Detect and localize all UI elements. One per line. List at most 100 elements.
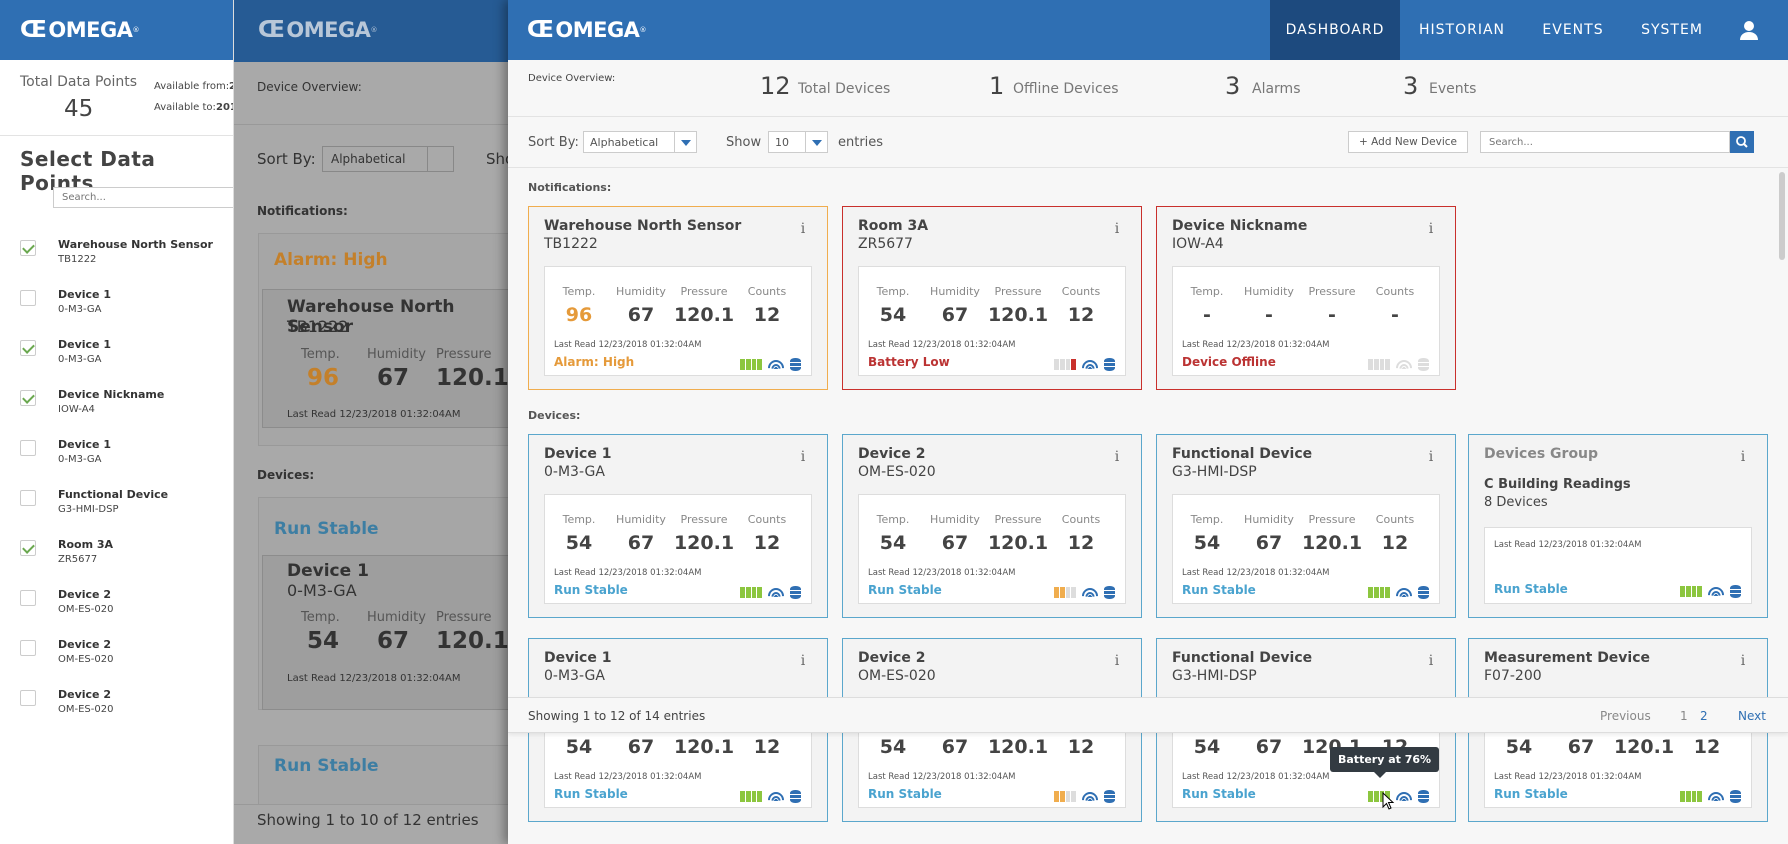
info-icon[interactable]: i: [1428, 653, 1434, 669]
battery-icon[interactable]: [1054, 359, 1076, 370]
page-2-button[interactable]: 2: [1700, 709, 1708, 723]
reading-value: 54: [879, 304, 907, 326]
device-card[interactable]: Device 1 0-M3-GA i Temp. 54 Humidity 67 Pressur…: [528, 434, 828, 618]
reading-label: Pressure: [1308, 513, 1356, 526]
battery-icon[interactable]: [1054, 587, 1076, 598]
reading-column: Counts 12: [1049, 285, 1113, 326]
device-search-input[interactable]: [1480, 131, 1730, 153]
data-points-search-input[interactable]: [53, 187, 233, 208]
status-icons: [1054, 790, 1115, 803]
info-icon[interactable]: i: [1428, 449, 1434, 465]
data-point-item[interactable]: Room 3A ZR5677: [20, 538, 230, 584]
reading-value: 67: [627, 532, 655, 554]
previous-button[interactable]: Previous: [1600, 709, 1651, 723]
readings-box: Temp. 54 Humidity 67 Pressure 120.1 Counts 12 La…: [1172, 494, 1440, 604]
data-point-checkbox[interactable]: [20, 540, 36, 556]
data-point-checkbox[interactable]: [20, 690, 36, 706]
mid-show-label: Sho: [486, 150, 508, 168]
nav-events[interactable]: EVENTS: [1542, 22, 1604, 38]
data-point-item[interactable]: Functional Device G3-HMI-DSP: [20, 488, 230, 534]
battery-icon[interactable]: [1368, 587, 1390, 598]
device-card[interactable]: Device 2 OM-ES-020 i Temp. 54 Humidity 67 Press…: [842, 434, 1142, 618]
battery-icon[interactable]: [1680, 791, 1702, 802]
info-icon[interactable]: i: [800, 221, 806, 237]
device-card[interactable]: Device Nickname IOW-A4 i Temp. - Humidity - Pre…: [1156, 206, 1456, 390]
data-point-item[interactable]: Device 1 0-M3-GA: [20, 438, 230, 484]
sort-select[interactable]: Alphabetical: [583, 131, 697, 153]
data-point-item[interactable]: Warehouse North Sensor TB1222: [20, 238, 230, 284]
user-icon[interactable]: [1738, 19, 1760, 41]
device-card[interactable]: Functional Device G3-HMI-DSP i Temp. 54 Humid…: [1156, 434, 1456, 618]
reading-column: Humidity 67: [609, 285, 673, 326]
data-point-checkbox[interactable]: [20, 240, 36, 256]
reading-label: Temp.: [1190, 513, 1224, 526]
next-button[interactable]: Next: [1738, 709, 1766, 723]
database-icon: [1418, 586, 1429, 599]
page-1-button[interactable]: 1: [1680, 709, 1688, 723]
mid-card1-title: Warehouse North Sensor: [287, 297, 455, 337]
data-point-item[interactable]: Device 2 OM-ES-020: [20, 588, 230, 634]
data-point-checkbox[interactable]: [20, 640, 36, 656]
device-code: G3-HMI-DSP: [1172, 668, 1257, 684]
data-point-item[interactable]: Device 1 0-M3-GA: [20, 338, 230, 384]
reading-column: Humidity 67: [923, 285, 987, 326]
battery-icon[interactable]: [1368, 359, 1390, 370]
wifi-icon: [768, 358, 784, 371]
info-icon[interactable]: i: [1740, 653, 1746, 669]
show-entries-select[interactable]: 10: [768, 131, 828, 153]
data-point-item[interactable]: Device Nickname IOW-A4: [20, 388, 230, 434]
status-icons: [1368, 790, 1429, 803]
info-icon[interactable]: i: [1740, 449, 1746, 465]
reading-column: Counts 12: [735, 285, 799, 326]
battery-icon[interactable]: [1680, 586, 1702, 597]
data-point-checkbox[interactable]: [20, 590, 36, 606]
vertical-scrollbar[interactable]: [1779, 172, 1785, 260]
data-point-name: Room 3A: [58, 538, 114, 551]
data-point-checkbox[interactable]: [20, 440, 36, 456]
reading-value: 120.1: [987, 532, 1049, 554]
search-button[interactable]: [1730, 131, 1754, 153]
reading-label: Humidity: [616, 513, 666, 526]
data-point-name: Device Nickname: [58, 388, 165, 401]
data-point-item[interactable]: Device 2 OM-ES-020: [20, 638, 230, 684]
info-icon[interactable]: i: [800, 449, 806, 465]
battery-icon[interactable]: [1054, 791, 1076, 802]
nav-dashboard[interactable]: DASHBOARD: [1270, 0, 1400, 60]
data-point-item[interactable]: Device 2 OM-ES-020: [20, 688, 230, 734]
omega-logo-main[interactable]: Œ OMEGA ®: [527, 17, 646, 43]
group-label: Devices Group: [1484, 446, 1599, 462]
data-point-checkbox[interactable]: [20, 340, 36, 356]
battery-icon[interactable]: [740, 587, 762, 598]
nav-historian[interactable]: HISTORIAN: [1418, 22, 1506, 38]
info-icon[interactable]: i: [800, 653, 806, 669]
devices-group-card[interactable]: Devices Group i C Building Readings 8 De…: [1468, 434, 1768, 618]
info-icon[interactable]: i: [1114, 653, 1120, 669]
info-icon[interactable]: i: [1114, 449, 1120, 465]
reading-label: Counts: [747, 285, 787, 298]
data-point-checkbox[interactable]: [20, 290, 36, 306]
info-icon[interactable]: i: [1428, 221, 1434, 237]
battery-icon[interactable]: [740, 359, 762, 370]
battery-icon[interactable]: [740, 791, 762, 802]
wifi-icon: [1708, 790, 1724, 803]
data-point-checkbox[interactable]: [20, 390, 36, 406]
data-point-item[interactable]: Device 1 0-M3-GA: [20, 288, 230, 334]
data-point-checkbox[interactable]: [20, 490, 36, 506]
reading-label: Pressure: [680, 285, 728, 298]
stat-offline-devices-num: 1: [989, 72, 1005, 100]
device-card[interactable]: Room 3A ZR5677 i Temp. 54 Humidity 67 Pressure 1…: [842, 206, 1142, 390]
info-icon[interactable]: i: [1114, 221, 1120, 237]
readings-box: Temp. 54 Humidity 67 Pressure 120.1 Counts 12 La…: [858, 266, 1126, 376]
add-new-device-button[interactable]: + Add New Device: [1348, 131, 1468, 153]
reading-value: 54: [565, 736, 593, 758]
battery-icon[interactable]: [1368, 791, 1390, 802]
database-icon: [1730, 790, 1741, 803]
mid-hum-value-2: 67: [377, 628, 410, 654]
readings-box: Temp. 96 Humidity 67 Pressure 120.1 Counts 12 La…: [544, 266, 812, 376]
data-point-name: Functional Device: [58, 488, 169, 501]
device-card[interactable]: Warehouse North Sensor TB1222 i Temp. 96 Humi…: [528, 206, 828, 390]
mid-device-inner: [262, 555, 508, 710]
reading-column: Temp. -: [1175, 285, 1239, 326]
stat-events-num: 3: [1403, 72, 1419, 100]
nav-system[interactable]: SYSTEM: [1641, 22, 1703, 38]
